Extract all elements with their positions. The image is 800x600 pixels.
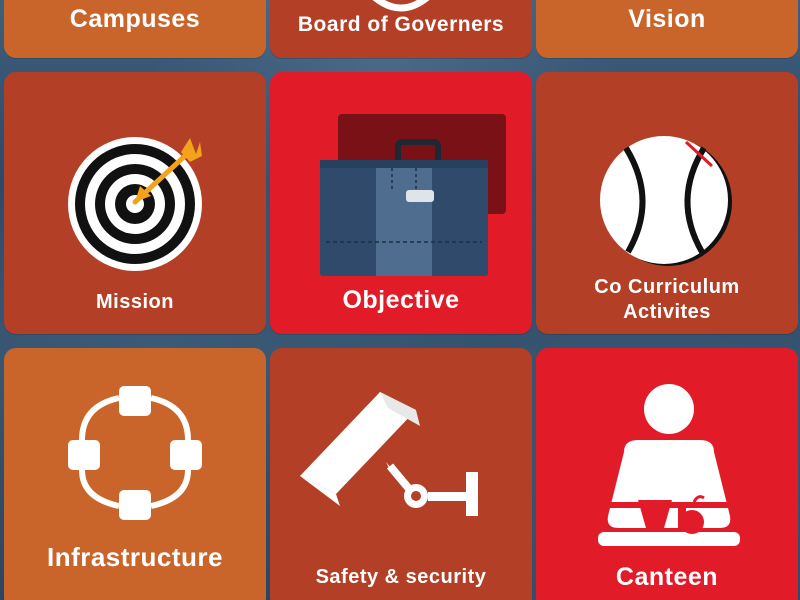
briefcase-icon bbox=[320, 114, 506, 276]
co-curriculum-label-line2: Activites bbox=[623, 301, 711, 323]
co-curriculum-activites-tile[interactable]: Co Curriculum Activites bbox=[536, 72, 798, 334]
objective-tile[interactable]: Objective bbox=[270, 72, 532, 334]
vision-tile[interactable]: Vision bbox=[536, 0, 798, 58]
canteen-label: Canteen bbox=[615, 563, 719, 591]
infrastructure-label: Infrastructure bbox=[46, 542, 224, 572]
vision-label: Vision bbox=[628, 5, 706, 33]
board-of-governers-tile[interactable]: Board of Governers bbox=[270, 0, 532, 58]
canteen-tile[interactable]: Canteen bbox=[536, 348, 798, 600]
network-nodes-icon bbox=[68, 386, 202, 520]
canteen-server-icon bbox=[598, 384, 740, 546]
security-camera-icon bbox=[300, 392, 478, 516]
co-curriculum-label-line1: Co Curriculum bbox=[594, 276, 740, 298]
safety-security-tile[interactable]: Safety & security bbox=[270, 348, 532, 600]
circle-emblem-icon bbox=[372, 0, 430, 12]
mission-label: Mission bbox=[96, 291, 174, 313]
ball-icon bbox=[600, 136, 732, 266]
infrastructure-tile[interactable]: Infrastructure bbox=[4, 348, 266, 600]
co-curriculum-activites-label: Co Curriculum Activites bbox=[536, 277, 798, 323]
objective-label: Objective bbox=[342, 286, 460, 314]
mission-tile[interactable]: Mission bbox=[4, 72, 266, 334]
campuses-label: Campuses bbox=[69, 5, 201, 33]
target-arrow-icon bbox=[68, 137, 202, 271]
safety-security-label: Safety & security bbox=[315, 566, 487, 588]
campuses-tile[interactable]: Campuses bbox=[4, 0, 266, 58]
board-of-governers-label: Board of Governers bbox=[297, 13, 505, 36]
